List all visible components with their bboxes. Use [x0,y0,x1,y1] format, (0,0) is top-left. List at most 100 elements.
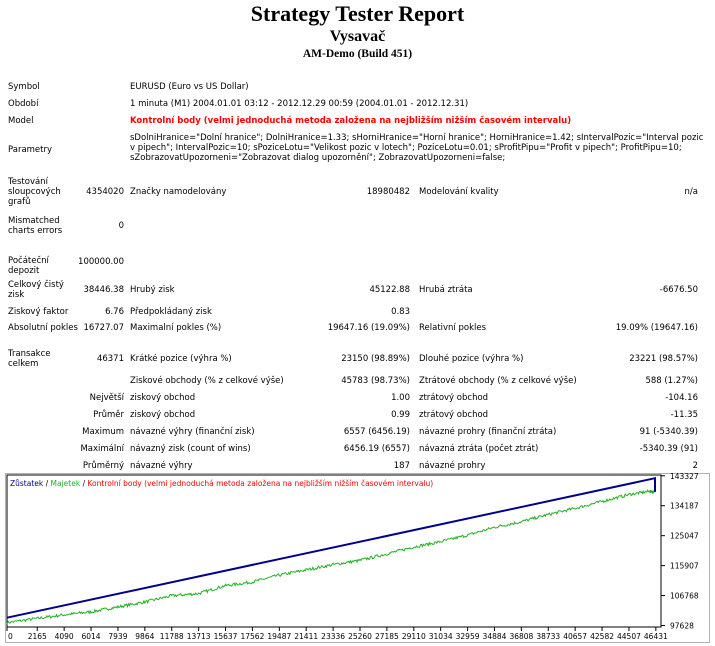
total-trades-label: Transakce celkem [8,349,51,369]
ticks-label: Značky namodelovány [130,187,227,197]
long-positions-label: Dlouhé pozice (výhra %) [419,354,524,364]
x-tick-label: 17562 [240,632,264,641]
x-tick-label: 29110 [402,632,426,641]
x-tick-label: 31034 [429,632,453,641]
y-tick-label: 97628 [670,622,694,631]
maximal-loss-value: -5340.39 (91) [639,444,698,454]
maximal-label: Maximální [80,444,124,454]
maximum-label: Maximum [82,427,124,437]
average-loss-label: ztrátový obchod [419,410,489,420]
x-tick-label: 32959 [456,632,480,641]
short-positions-label: Krátké pozice (výhra %) [130,354,232,364]
x-tick-label: 25260 [348,632,372,641]
loss-trades-label: Ztrátové obchody (% z celkové výše) [419,376,577,386]
maximal-loss-label: návazná ztráta (počet ztrát) [419,444,539,454]
legend-model: Kontrolní body (velmi jednoduchá metoda … [88,479,434,488]
rel-drawdown-value: 19.09% (19647.16) [615,323,698,333]
net-profit-value: 38446.38 [83,285,124,295]
total-trades-value: 46371 [96,354,124,364]
params-label: Parametry [8,145,53,155]
max-consec-losses-value: 91 (-5340.39) [639,427,698,437]
model-value: Kontrolní body (velmi jednoduchá metoda … [130,116,572,126]
report-subtitle: Vysavač [329,28,386,45]
gross-loss-label: Hrubá ztráta [419,285,473,295]
x-tick-label: 21411 [294,632,318,641]
max-drawdown-value: 19647.16 (19.09%) [327,323,410,333]
x-tick-label: 9864 [135,632,154,641]
avg-consec-losses-value: 2 [692,461,698,471]
profit-trades-label: Ziskové obchody (% z celkové výše) [130,376,284,386]
mismatch-value: 0 [118,221,124,231]
largest-profit-label: ziskový obchod [130,393,196,403]
x-tick-label: 2165 [28,632,47,641]
x-tick-label: 23336 [321,632,345,641]
symbol-label: Symbol [8,82,40,92]
x-tick-label: 11788 [160,632,184,641]
y-tick-label: 125047 [670,532,699,541]
largest-loss-label: ztrátový obchod [419,393,489,403]
x-tick-label: 15637 [214,632,238,641]
average-profit-value: 0.99 [391,410,410,420]
average-loss-value: -11.35 [670,410,698,420]
rel-drawdown-label: Relativní pokles [419,323,487,333]
x-tick-label: 19487 [267,632,291,641]
bars-value: 4354020 [86,187,124,197]
x-tick-label: 0 [8,632,13,641]
largest-loss-value: -104.16 [665,393,698,403]
deposit-value: 100000.00 [78,257,124,267]
maximal-profit-label: návazný zisk (count of wins) [130,444,251,454]
avg-consec-losses-label: návazné prohry [419,461,486,471]
x-tick-label: 13713 [187,632,211,641]
abs-drawdown-label: Absolutní pokles [8,323,78,333]
average-label: Průměr [93,410,124,420]
avg-consec-wins-value: 187 [393,461,410,471]
gross-profit-value: 45122.88 [369,285,410,295]
x-tick-label: 46431 [644,632,668,641]
profit-trades-value: 45783 (98.73%) [341,376,410,386]
period-value: 1 minuta (M1) 2004.01.01 03:12 - 2012.12… [130,99,469,109]
net-profit-label: Celkový čistý zisk [8,280,64,300]
loss-trades-value: 588 (1.27%) [645,376,698,386]
expected-payoff-label: Předpokládaný zisk [130,307,212,317]
equity-line [6,488,656,625]
x-tick-label: 4090 [55,632,74,641]
max-consec-wins-value: 6557 (6456.19) [343,427,410,437]
x-tick-label: 27185 [375,632,399,641]
mismatch-label: Mismatched charts errors [8,216,63,236]
y-tick-label: 115907 [670,562,699,571]
gross-profit-label: Hrubý zisk [130,285,175,295]
x-tick-label: 36808 [509,632,533,641]
legend-balance: Zůstatek [10,479,44,488]
x-tick-label: 7939 [108,632,127,641]
legend-separator-2: / [80,479,87,488]
symbol-value: EURUSD (Euro vs US Dollar) [130,82,249,92]
legend-equity: Majetek [51,479,81,488]
chart-grid [6,475,665,631]
profit-factor-label: Ziskový faktor [8,307,69,317]
x-tick-label: 6014 [81,632,100,641]
gross-loss-value: -6676.50 [659,285,698,295]
short-positions-value: 23150 (98.89%) [341,354,410,364]
average-profit-label: ziskový obchod [130,410,196,420]
report-title: Strategy Tester Report [250,1,465,26]
chart-ticks: 143327 134187 125047 115907 106768 97628 0 2165… [8,473,699,641]
report-build: AM-Demo (Build 451) [302,48,413,60]
maximal-profit-value: 6456.19 (6557) [343,444,410,454]
max-drawdown-label: Maximalní pokles (%) [130,323,222,333]
params-value: sDolniHranice="Dolní hranice"; DolniHran… [130,133,704,163]
x-tick-label: 44507 [617,632,641,641]
max-consec-wins-label: návazné výhry (finanční zisk) [130,427,255,437]
period-label: Období [8,99,39,109]
largest-profit-value: 1.00 [391,393,410,403]
model-label: Model [8,116,34,126]
bars-label: Testování sloupcových grafů [8,177,61,207]
expected-payoff-value: 0.83 [391,307,410,317]
long-positions-value: 23221 (98.57%) [629,354,698,364]
ticks-value: 18980482 [366,187,410,197]
chart-series [6,476,656,625]
y-tick-label: 106768 [670,592,699,601]
largest-label: Největší [89,393,124,403]
x-tick-label: 38733 [536,632,560,641]
balance-line [6,476,656,619]
profit-factor-value: 6.76 [105,307,124,317]
